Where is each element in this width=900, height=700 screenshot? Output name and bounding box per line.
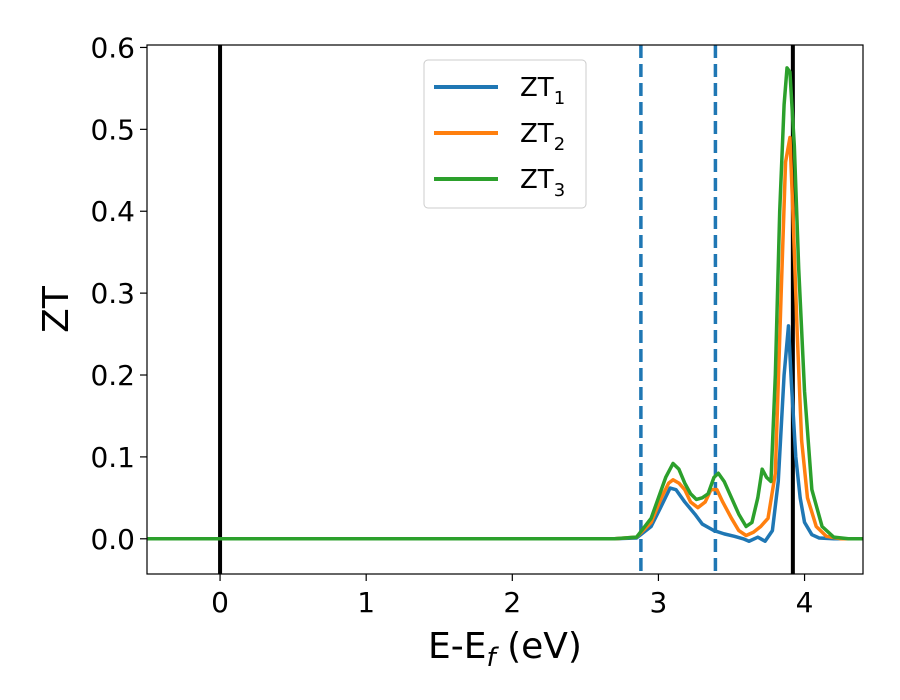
legend-label: ZT3 — [520, 165, 565, 201]
plot-area — [147, 45, 863, 574]
y-axis-title: ZT — [36, 285, 77, 333]
series-line-zt2 — [147, 135, 863, 541]
legend: ZT1 ZT2 ZT3 — [423, 59, 587, 209]
x-tick-label: 4 — [796, 586, 814, 619]
x-tick-label: 2 — [503, 586, 521, 619]
y-tick-label: 0.2 — [90, 359, 135, 392]
axes-layer: 0 1 2 3 4 0.0 0.1 0.2 0.3 0.4 0.5 0.6 E-Ef (eV) ZT — [36, 31, 864, 673]
y-tick-label: 0.1 — [90, 441, 135, 474]
y-tick-label: 0.6 — [90, 31, 135, 64]
plot-layer — [147, 45, 863, 574]
series-line-zt3 — [147, 66, 863, 541]
y-tick-label: 0.4 — [90, 195, 135, 228]
legend-label: ZT1 — [520, 73, 565, 109]
x-axis-title: E-Ef (eV) — [428, 626, 582, 673]
legend-box — [423, 59, 587, 209]
series-line-zt1 — [147, 324, 863, 543]
x-tick-label: 1 — [357, 586, 375, 619]
y-tick-label: 0.0 — [90, 523, 135, 556]
x-tick-label: 3 — [650, 586, 668, 619]
legend-label: ZT2 — [520, 119, 565, 155]
x-tick-label: 0 — [211, 586, 229, 619]
y-tick-label: 0.3 — [90, 277, 135, 310]
y-tick-label: 0.5 — [90, 113, 135, 146]
plot-frame — [146, 44, 864, 575]
